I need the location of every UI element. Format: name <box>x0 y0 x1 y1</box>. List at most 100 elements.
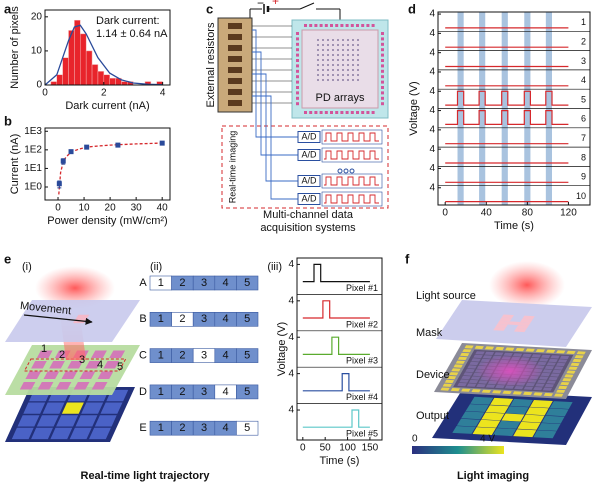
output-pixel <box>11 427 34 440</box>
pixel-pad <box>296 32 299 35</box>
device-pixel <box>103 361 120 369</box>
electrode <box>523 391 533 396</box>
pixel-number: 5 <box>117 361 123 373</box>
imaging-label: Real-time imaging <box>227 131 237 204</box>
ellipsis-dot <box>343 168 349 174</box>
device-pixel <box>550 373 560 377</box>
pd-dot <box>347 44 349 46</box>
device-pixel <box>109 350 126 358</box>
pixel-pad <box>296 86 299 89</box>
y-tick-label: 4 <box>429 182 435 193</box>
colorbar <box>412 446 504 454</box>
pixel-pad <box>330 24 333 27</box>
series-line <box>445 90 569 106</box>
pixel-pad <box>381 102 384 106</box>
output-pixel <box>481 412 505 421</box>
data-point <box>115 142 121 148</box>
device-pixel <box>542 369 553 373</box>
series-label: Pixel #4 <box>346 392 378 402</box>
device-pixel <box>91 350 107 358</box>
electrode <box>495 346 505 351</box>
device-pixel <box>494 352 504 356</box>
row-label: D <box>139 386 147 398</box>
pixel-pad <box>324 24 328 27</box>
pixel-pad <box>350 24 354 27</box>
device-pixel <box>457 382 467 387</box>
device-pixel <box>559 355 570 360</box>
cell-label: 5 <box>244 313 250 325</box>
pd-dot <box>342 54 344 56</box>
pd-dot <box>352 69 354 71</box>
y-axis-label: Voltage (V) <box>408 81 420 135</box>
device-pixel <box>61 371 78 379</box>
electrode <box>558 385 568 390</box>
pixel-pad <box>381 59 384 62</box>
converter-label: A/D <box>301 149 317 159</box>
pixel-pad <box>309 111 313 114</box>
pixel-pad <box>296 102 299 106</box>
y-axis-label: Number of pixels <box>9 6 21 89</box>
waveform-frame <box>321 147 383 163</box>
scan-path <box>23 358 127 372</box>
pixel-pad <box>330 111 333 114</box>
mask-aperture <box>518 322 531 326</box>
position-cell <box>236 311 259 327</box>
pixel-pad <box>381 48 384 52</box>
pd-dot <box>347 64 349 66</box>
output-pixel <box>490 397 514 406</box>
electrode <box>543 392 553 397</box>
output-pixel <box>23 402 46 414</box>
resistor <box>228 23 242 29</box>
pixel-pad <box>296 75 299 79</box>
pixel-pad <box>296 42 299 46</box>
pd-dot <box>332 79 334 81</box>
pixel-pad <box>296 96 299 100</box>
mask-aperture <box>495 323 508 328</box>
light-glow <box>489 261 565 309</box>
pd-dot <box>352 59 354 61</box>
pd-dot <box>332 49 334 51</box>
pd-dot <box>342 79 344 81</box>
row-label: B <box>139 313 146 325</box>
pd-dot <box>332 39 334 41</box>
pixel-pad <box>319 111 323 114</box>
device-pixel <box>463 372 473 376</box>
y-tick-label: 0 <box>36 80 42 91</box>
pd-dot <box>337 69 339 71</box>
cell-label: 3 <box>201 313 207 325</box>
output-pixel <box>513 429 537 438</box>
electrode <box>574 355 584 359</box>
pd-dot <box>337 54 339 56</box>
pixel-number: 3 <box>79 354 85 366</box>
electrode <box>451 368 461 372</box>
device-pixel <box>471 358 481 362</box>
pd-dot <box>357 44 359 46</box>
device-pixel <box>541 354 551 359</box>
output-pixel <box>456 418 481 427</box>
pd-dot <box>357 49 359 51</box>
series-label: 6 <box>581 114 586 124</box>
battery-plus: + <box>272 0 279 8</box>
histogram-bar <box>91 64 99 86</box>
pixel-pad <box>304 111 307 114</box>
pd-dot <box>327 64 329 66</box>
cell-label: 5 <box>244 386 250 398</box>
pixel-pad <box>314 111 318 114</box>
pd-dot <box>322 59 324 61</box>
pixel-pad <box>335 111 339 114</box>
output-pixel <box>452 426 476 434</box>
mask-aperture <box>501 314 514 319</box>
device-pixel <box>97 371 114 379</box>
device-pixel <box>544 365 555 370</box>
electrode <box>481 389 491 393</box>
cell-label: 4 <box>223 422 229 434</box>
pixel-pad <box>366 24 370 27</box>
device-pixel <box>55 382 72 390</box>
pd-dot <box>317 44 319 46</box>
data-point <box>159 140 165 146</box>
device-glow <box>476 355 544 387</box>
device-pixel <box>548 376 558 381</box>
series-label: 7 <box>581 133 586 143</box>
y-tick-label: 1E0 <box>24 182 42 193</box>
row-label: C <box>139 350 147 362</box>
